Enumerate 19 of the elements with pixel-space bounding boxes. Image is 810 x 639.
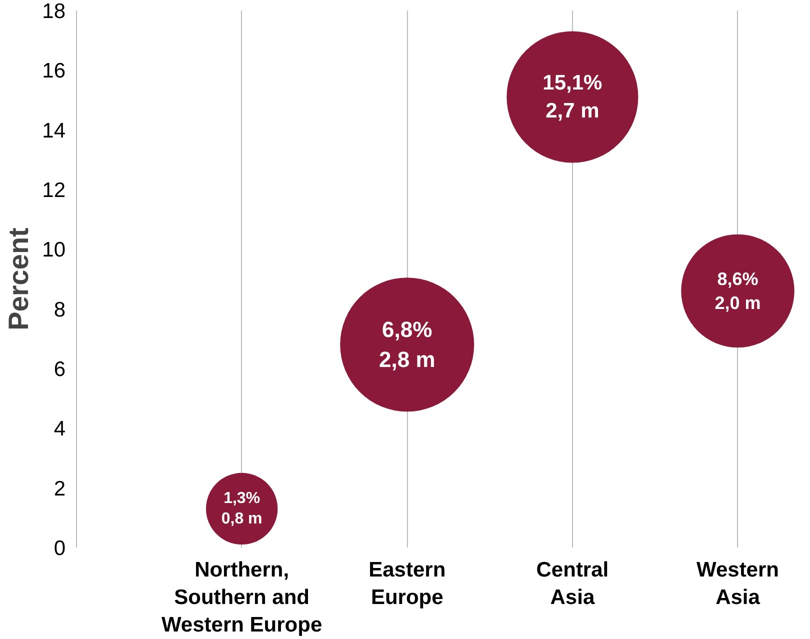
x-tick-label: Eastern Europe: [368, 558, 446, 610]
y-tick-label: 8: [54, 298, 66, 322]
y-tick-label: 0: [54, 537, 66, 560]
y-tick-label: 6: [54, 358, 66, 381]
y-tick-label: 18: [42, 0, 66, 23]
data-label: 6,8% 2,8 m: [379, 317, 436, 372]
x-tick-label: Central Asia: [536, 558, 609, 610]
x-tick-label: Northern, Southern and Western Europe: [161, 558, 322, 637]
y-tick-label: 14: [42, 119, 66, 142]
y-tick-label: 12: [42, 179, 66, 202]
y-tick-label: 16: [42, 60, 66, 83]
data-label: 8,6% 2,0 m: [714, 268, 761, 313]
x-tick-label: Western Asia: [696, 558, 780, 610]
data-label: 1,3% 0,8 m: [221, 490, 262, 528]
y-tick-label: 4: [54, 418, 66, 441]
y-axis-title: Percent: [3, 228, 34, 330]
data-label: 15,1% 2,7 m: [542, 72, 603, 122]
y-tick-label: 2: [54, 477, 66, 500]
y-tick-label: 10: [42, 238, 66, 262]
